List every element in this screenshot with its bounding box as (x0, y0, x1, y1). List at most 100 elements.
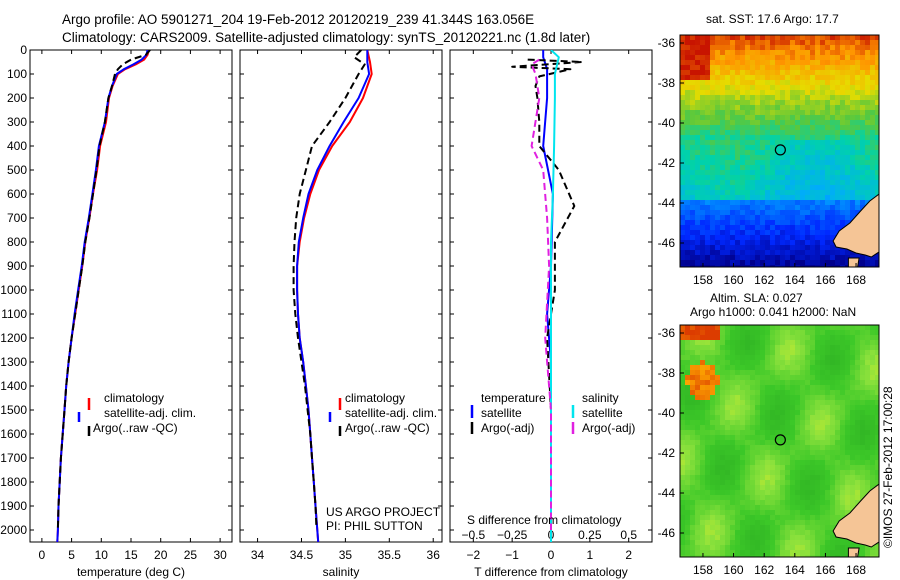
map-cell (870, 155, 876, 161)
map-cell (860, 445, 866, 451)
map-cell (705, 400, 711, 406)
map-cell (805, 460, 811, 466)
map-cell (680, 555, 686, 557)
map-cell (865, 370, 871, 376)
map-cell (865, 405, 871, 411)
map-cell (825, 430, 831, 436)
map-cell (780, 50, 786, 56)
map-cell (680, 385, 686, 391)
map-cell (715, 335, 721, 341)
map-cell (685, 495, 691, 501)
map-cell (840, 550, 846, 556)
map-cell (825, 225, 831, 231)
map-cell (860, 105, 866, 111)
map-cell (795, 410, 801, 416)
map-cell (720, 60, 726, 66)
map-cell (715, 50, 721, 56)
map-cell (800, 540, 806, 546)
map-cell (775, 345, 781, 351)
map-cell (820, 475, 826, 481)
map-cell (870, 365, 876, 371)
map-cell (695, 520, 701, 526)
map-cell (685, 545, 691, 551)
map-cell (795, 345, 801, 351)
map-cell (810, 255, 816, 261)
map-cell (735, 415, 741, 421)
map-cell (760, 155, 766, 161)
map-cell (865, 375, 871, 381)
map-cell (680, 115, 686, 121)
map-cell (795, 465, 801, 471)
map-cell (750, 245, 756, 251)
map-cell (710, 155, 716, 161)
map-cell (770, 70, 776, 76)
map-cell (770, 135, 776, 141)
map-cell (850, 385, 856, 391)
map-cell (705, 115, 711, 121)
map-cell (785, 45, 791, 51)
map-cell (730, 185, 736, 191)
map-cell (820, 335, 826, 341)
x-tick-label: 1 (587, 548, 594, 562)
map-cell (685, 490, 691, 496)
y-tick-label: 2000 (0, 523, 27, 537)
map-cell (845, 50, 851, 56)
map-cell (710, 370, 716, 376)
map-cell (745, 175, 751, 181)
map-cell (720, 255, 726, 261)
map-cell (765, 165, 771, 171)
map-cell (785, 140, 791, 146)
map-cell (825, 345, 831, 351)
map-cell (765, 225, 771, 231)
map-cell (780, 250, 786, 256)
map-cell (730, 70, 736, 76)
map-cell (830, 145, 836, 151)
map-cell (815, 165, 821, 171)
map-cell (770, 495, 776, 501)
map-cell (770, 175, 776, 181)
map-cell (865, 415, 871, 421)
map-cell (800, 340, 806, 346)
map-cell (875, 35, 879, 41)
map-cell (790, 455, 796, 461)
map-cell (705, 70, 711, 76)
map-cell (705, 365, 711, 371)
map-cell (805, 545, 811, 551)
map-cell (755, 445, 761, 451)
map-cell (735, 45, 741, 51)
map-cell (850, 465, 856, 471)
map-y-tick-label: -46 (658, 526, 676, 540)
map-cell (790, 435, 796, 441)
map-cell (775, 450, 781, 456)
map-cell (695, 430, 701, 436)
map-cell (710, 435, 716, 441)
map-cell (825, 155, 831, 161)
map-cell (715, 395, 721, 401)
map-cell (690, 380, 696, 386)
map-cell (810, 380, 816, 386)
map-cell (845, 265, 851, 267)
map-cell (685, 210, 691, 216)
map-cell (760, 120, 766, 126)
map-cell (810, 500, 816, 506)
map-cell (705, 240, 711, 246)
map-cell (710, 555, 716, 557)
map-cell (750, 255, 756, 261)
map-cell (785, 445, 791, 451)
map-cell (770, 345, 776, 351)
map-cell (840, 215, 846, 221)
map-cell (835, 550, 841, 556)
map-cell (770, 200, 776, 206)
map-cell (825, 85, 831, 91)
map-cell (815, 530, 821, 536)
map-cell (825, 540, 831, 546)
map-cell (795, 70, 801, 76)
map-cell (855, 485, 861, 491)
map-cell (865, 365, 871, 371)
map-cell (805, 130, 811, 136)
map-cell (750, 490, 756, 496)
map-cell (725, 530, 731, 536)
map-cell (755, 385, 761, 391)
map-cell (805, 360, 811, 366)
map-cell (735, 495, 741, 501)
